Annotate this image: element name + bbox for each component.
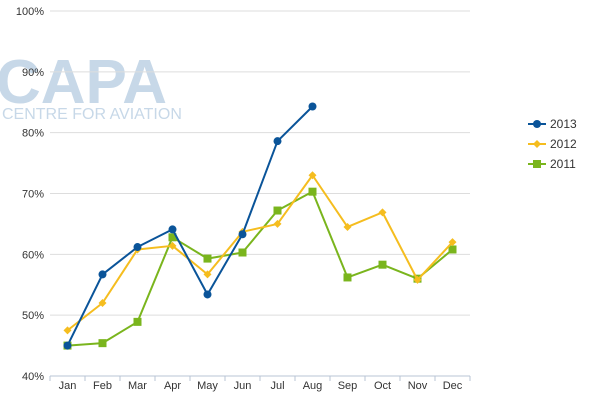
data-point xyxy=(98,299,107,307)
x-tick-label: Jul xyxy=(270,380,284,392)
data-point xyxy=(378,208,387,217)
y-axis-tick-labels: 40% 50% 60% 70% 80% 90% 100% xyxy=(16,6,44,383)
data-point xyxy=(308,171,317,180)
data-point xyxy=(203,270,212,279)
data-point xyxy=(448,245,457,254)
data-point xyxy=(133,243,142,252)
data-point xyxy=(203,290,212,299)
data-point xyxy=(448,238,457,247)
x-tick-label: Apr xyxy=(164,380,181,392)
data-point xyxy=(168,241,177,250)
data-point xyxy=(98,270,107,279)
legend-marker xyxy=(533,160,541,168)
data-point xyxy=(63,341,72,350)
series-2011 xyxy=(63,187,457,350)
x-tick-label: Mar xyxy=(128,380,147,392)
watermark-tagline: CENTRE FOR AVIATION xyxy=(2,106,182,123)
series-line-2011 xyxy=(67,190,454,347)
data-point xyxy=(308,102,317,111)
data-point xyxy=(378,260,387,269)
y-tick-label: 80% xyxy=(22,128,44,140)
data-point xyxy=(63,326,72,335)
legend-item-2013: 2013 xyxy=(528,117,577,131)
data-point xyxy=(238,248,247,257)
series-line-2012 xyxy=(66,174,454,332)
legend-item-2011: 2011 xyxy=(528,157,576,171)
legend-item-2012: 2012 xyxy=(528,137,577,151)
data-point xyxy=(98,339,107,348)
data-point xyxy=(343,222,352,231)
x-tick-label: Aug xyxy=(303,380,323,392)
series-2013 xyxy=(63,102,317,350)
x-tick-label: Oct xyxy=(374,380,391,392)
series-2012 xyxy=(63,171,457,335)
data-point xyxy=(168,233,177,242)
data-point xyxy=(203,254,212,263)
watermark-logo-text: CAPA xyxy=(0,48,167,117)
data-point xyxy=(308,187,317,196)
capa-watermark-logo: CAPA CENTRE FOR AVIATION xyxy=(0,48,182,123)
data-point xyxy=(133,317,142,326)
series-layer xyxy=(63,102,457,350)
legend: 2013 2012 2011 xyxy=(528,117,577,171)
data-point xyxy=(413,275,422,284)
x-tick-label: Sep xyxy=(338,380,358,392)
data-point xyxy=(273,219,282,228)
legend-label: 2012 xyxy=(550,137,577,151)
data-point xyxy=(238,230,247,239)
data-point xyxy=(168,225,177,234)
data-point xyxy=(343,273,352,282)
x-axis: Jan Feb Mar Apr May Jun Jul Aug Sep Oct Nov Dec xyxy=(49,375,471,392)
y-tick-label: 50% xyxy=(22,310,44,322)
x-tick-label: Jan xyxy=(59,380,77,392)
x-tick-label: Dec xyxy=(443,380,463,392)
y-tick-label: 40% xyxy=(22,371,44,383)
legend-label: 2011 xyxy=(550,157,576,171)
y-tick-label: 90% xyxy=(22,67,44,79)
y-tick-label: 100% xyxy=(16,6,44,18)
legend-label: 2013 xyxy=(550,117,577,131)
y-tick-label: 70% xyxy=(22,189,44,201)
x-tick-label: Jun xyxy=(234,380,252,392)
series-line-2013 xyxy=(66,105,314,347)
legend-marker xyxy=(533,140,541,148)
x-tick-label: May xyxy=(197,380,218,392)
x-tick-label: Nov xyxy=(408,380,428,392)
y-tick-label: 60% xyxy=(22,249,44,261)
x-tick-label: Feb xyxy=(93,380,112,392)
data-point xyxy=(273,206,282,215)
data-point xyxy=(273,137,282,146)
legend-marker xyxy=(533,120,541,128)
